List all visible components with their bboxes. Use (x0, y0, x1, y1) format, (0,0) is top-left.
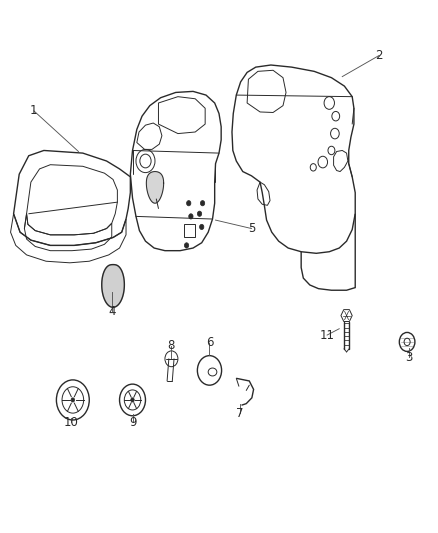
Text: 10: 10 (64, 416, 78, 429)
Circle shape (131, 398, 134, 402)
Text: 2: 2 (375, 49, 383, 62)
Text: 5: 5 (248, 222, 255, 235)
Text: 11: 11 (320, 328, 335, 342)
Text: 8: 8 (168, 339, 175, 352)
Polygon shape (146, 172, 164, 203)
Text: 6: 6 (206, 336, 213, 350)
Text: 4: 4 (108, 305, 116, 318)
Circle shape (198, 211, 202, 216)
Circle shape (189, 214, 193, 219)
Text: 1: 1 (30, 104, 38, 117)
Circle shape (71, 398, 74, 402)
Circle shape (184, 243, 189, 248)
Circle shape (187, 200, 191, 206)
Circle shape (201, 200, 205, 206)
Circle shape (200, 224, 204, 230)
Text: 7: 7 (236, 407, 244, 419)
Polygon shape (102, 264, 124, 308)
Text: 3: 3 (406, 351, 413, 364)
Text: 9: 9 (129, 416, 136, 429)
